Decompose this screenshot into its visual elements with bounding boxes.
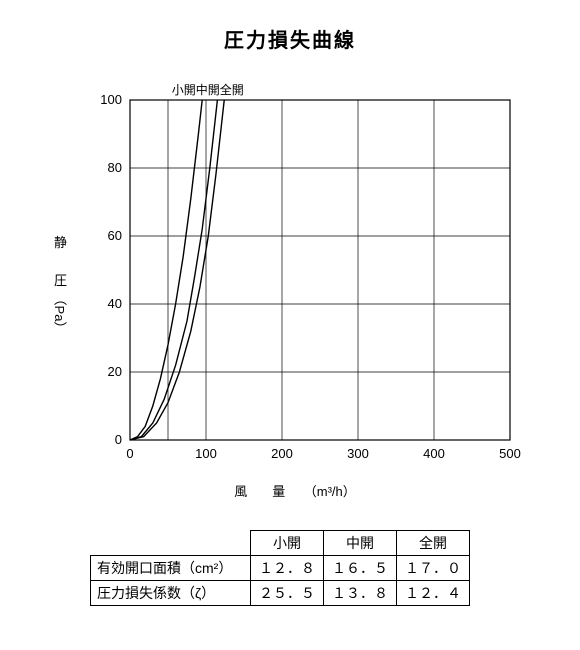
chart: 静 圧（Pa） 0100200300400500020406080100小開中開… [50, 70, 540, 500]
table-cell: １２．４ [397, 581, 470, 606]
y-tick-label: 0 [115, 432, 122, 447]
table-col-header: 全開 [397, 531, 470, 556]
table-cell: １６．５ [324, 556, 397, 581]
page-title: 圧力損失曲線 [0, 24, 580, 53]
x-tick-label: 100 [195, 446, 217, 461]
table-row: 圧力損失係数（ζ） ２５．５ １３．８ １２．４ [91, 581, 470, 606]
y-tick-label: 60 [108, 228, 122, 243]
x-axis-label-unit: （m³/h） [310, 484, 356, 499]
x-axis-label-text: 風 量 [234, 484, 291, 499]
table-cell: ２５．５ [251, 581, 324, 606]
table-col-header: 中開 [324, 531, 397, 556]
table-row: 有効開口面積（cm²） １２．８ １６．５ １７．０ [91, 556, 470, 581]
x-tick-label: 300 [347, 446, 369, 461]
x-tick-label: 500 [499, 446, 521, 461]
x-tick-label: 400 [423, 446, 445, 461]
y-tick-label: 100 [100, 92, 122, 107]
y-tick-label: 20 [108, 364, 122, 379]
table-cell: １７．０ [397, 556, 470, 581]
series-labels: 小開中開全開 [172, 82, 244, 97]
table-col-header: 小開 [251, 531, 324, 556]
table-row-label: 有効開口面積（cm²） [91, 556, 251, 581]
y-tick-label: 80 [108, 160, 122, 175]
data-table: 小開 中開 全開 有効開口面積（cm²） １２．８ １６．５ １７．０ 圧力損失… [90, 530, 470, 606]
table-header-row: 小開 中開 全開 [91, 531, 470, 556]
x-tick-label: 200 [271, 446, 293, 461]
table-row-label: 圧力損失係数（ζ） [91, 581, 251, 606]
y-tick-label: 40 [108, 296, 122, 311]
x-tick-label: 0 [126, 446, 133, 461]
table-cell: １２．８ [251, 556, 324, 581]
table-blank-cell [91, 531, 251, 556]
chart-svg: 0 100 200 300 400 500 0 20 40 60 80 100 小開中開全開 [50, 70, 540, 470]
table-cell: １３．８ [324, 581, 397, 606]
x-axis-label: 風 量 （m³/h） [50, 481, 540, 500]
